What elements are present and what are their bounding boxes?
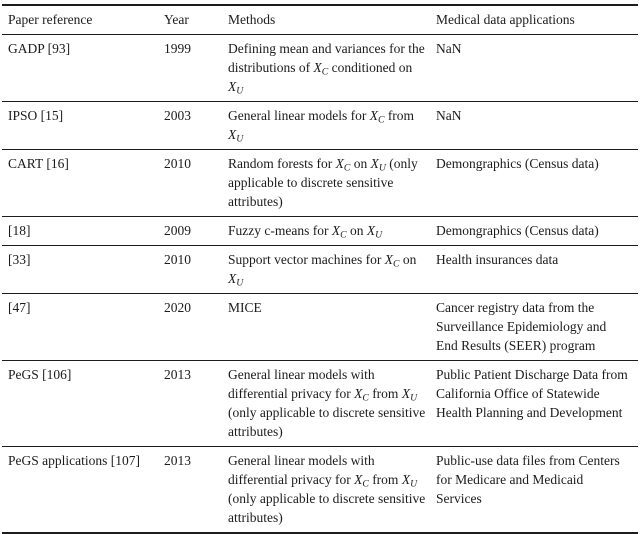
table-row: GADP [93] 1999 Defining mean and varianc… xyxy=(2,35,638,102)
table-body: GADP [93] 1999 Defining mean and varianc… xyxy=(2,35,638,534)
column-header-methods: Methods xyxy=(228,12,276,27)
year-cell: 2010 xyxy=(164,156,191,171)
column-header-medical-data-applications: Medical data applications xyxy=(436,12,575,27)
table-row: [33] 2010 Support vector machines for XC… xyxy=(2,246,638,294)
applications-cell: Health insurances data xyxy=(436,252,559,267)
paper-reference-cell: [33] xyxy=(8,252,31,267)
table-row: [47] 2020 MICE Cancer registry data from… xyxy=(2,294,638,361)
applications-cell: Cancer registry data from the Surveillan… xyxy=(436,300,607,353)
table-row: PeGS [106] 2013 General linear models wi… xyxy=(2,361,638,447)
paper-reference-cell: PeGS applications [107] xyxy=(8,453,140,468)
paper-reference-cell: [18] xyxy=(8,223,31,238)
column-header-paper-reference: Paper reference xyxy=(8,12,93,27)
reference-table: Paper reference Year Methods Medical dat… xyxy=(2,4,638,534)
table-row: IPSO [15] 2003 General linear models for… xyxy=(2,102,638,150)
applications-cell: Public Patient Discharge Data from Calif… xyxy=(436,367,628,420)
table-row: [18] 2009 Fuzzy c-means for XC on XU Dem… xyxy=(2,217,638,246)
applications-cell: NaN xyxy=(436,108,462,123)
header-row: Paper reference Year Methods Medical dat… xyxy=(2,5,638,35)
year-cell: 2020 xyxy=(164,300,191,315)
paper-reference-cell: IPSO [15] xyxy=(8,108,64,123)
paper-reference-cell: CART [16] xyxy=(8,156,69,171)
methods-cell: Defining mean and variances for the dist… xyxy=(228,41,425,97)
table-header: Paper reference Year Methods Medical dat… xyxy=(2,5,638,35)
methods-cell: General linear models with differential … xyxy=(228,367,426,439)
methods-cell: General linear models with differential … xyxy=(228,453,426,525)
paper-reference-cell: GADP [93] xyxy=(8,41,71,56)
methods-cell: Fuzzy c-means for XC on XU xyxy=(228,223,383,241)
year-cell: 2013 xyxy=(164,453,191,468)
year-cell: 2013 xyxy=(164,367,191,382)
table-row: PeGS applications [107] 2013 General lin… xyxy=(2,447,638,534)
column-header-year: Year xyxy=(164,12,189,27)
table-row: CART [16] 2010 Random forests for XC on … xyxy=(2,150,638,217)
year-cell: 2009 xyxy=(164,223,191,238)
methods-cell: MICE xyxy=(228,300,262,315)
methods-cell: Support vector machines for XC on XU xyxy=(228,252,417,289)
applications-cell: NaN xyxy=(436,41,462,56)
applications-cell: Public-use data files from Centers for M… xyxy=(436,453,620,506)
paper-reference-cell: [47] xyxy=(8,300,31,315)
applications-cell: Demongraphics (Census data) xyxy=(436,156,599,171)
year-cell: 2003 xyxy=(164,108,191,123)
methods-cell: Random forests for XC on XU (only applic… xyxy=(228,156,418,209)
applications-cell: Demongraphics (Census data) xyxy=(436,223,599,238)
methods-cell: General linear models for XC from XU xyxy=(228,108,415,145)
year-cell: 2010 xyxy=(164,252,191,267)
paper-reference-cell: PeGS [106] xyxy=(8,367,72,382)
year-cell: 1999 xyxy=(164,41,191,56)
